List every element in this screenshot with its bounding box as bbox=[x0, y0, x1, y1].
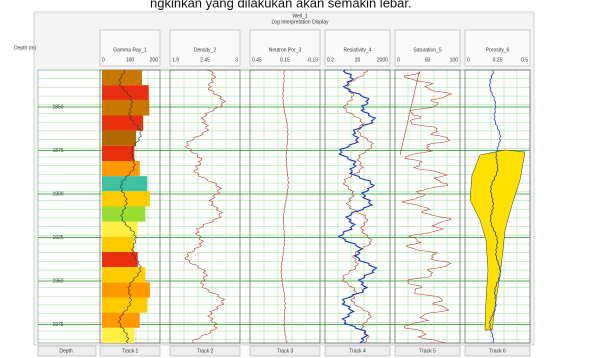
lithology bbox=[102, 327, 135, 343]
lithology bbox=[102, 100, 150, 116]
footer-cell bbox=[249, 345, 321, 357]
track-scale: 20 bbox=[355, 57, 361, 63]
curve bbox=[399, 71, 453, 344]
track-scale: 0.2 bbox=[327, 57, 334, 63]
track-footer: Track 2 bbox=[197, 348, 214, 354]
track-scale: -0.15 bbox=[307, 57, 319, 63]
depth-mark: 1875 bbox=[52, 148, 63, 154]
track-scale: 50 bbox=[425, 57, 431, 63]
track-footer: Track 3 bbox=[277, 348, 294, 354]
lithology bbox=[102, 221, 138, 237]
header-title: Well_1 bbox=[292, 13, 307, 19]
footer-cell bbox=[464, 345, 531, 357]
track-name: Porosity_6 bbox=[486, 47, 510, 53]
lithology bbox=[102, 115, 144, 131]
track-border bbox=[394, 69, 461, 344]
curve bbox=[184, 69, 227, 344]
track-border bbox=[169, 69, 241, 344]
depth-mark: 1850 bbox=[52, 104, 63, 110]
depth-mark: 1975 bbox=[52, 322, 63, 328]
footer-cell bbox=[394, 345, 461, 357]
lithology bbox=[102, 206, 146, 222]
curve bbox=[337, 69, 378, 344]
curve bbox=[117, 69, 143, 344]
track-scale: 0 bbox=[467, 57, 470, 63]
track-scale: 1.9 bbox=[172, 57, 179, 63]
track-scale: 0.5 bbox=[521, 57, 528, 63]
track-scale: 2000 bbox=[377, 57, 388, 63]
lithology bbox=[102, 191, 150, 207]
header-subtitle: Log Interpretation Display bbox=[272, 19, 329, 25]
lithology bbox=[102, 85, 149, 101]
track-scale: 0 bbox=[102, 57, 105, 63]
track-header bbox=[394, 29, 461, 67]
track-scale: 3 bbox=[235, 57, 238, 63]
track-footer: Track 5 bbox=[419, 348, 436, 354]
lithology bbox=[102, 145, 135, 161]
track-scale: 200 bbox=[150, 57, 159, 63]
depth-mark: 1925 bbox=[52, 235, 63, 241]
lithology bbox=[102, 282, 150, 298]
footer-cell bbox=[37, 345, 97, 357]
caption: ngkinkan yang dilakukan akan semakin leb… bbox=[150, 0, 412, 10]
track-border bbox=[464, 69, 531, 344]
track-scale: 0.25 bbox=[493, 57, 503, 63]
track-name: Gamma Ray_1 bbox=[113, 47, 147, 53]
track-header bbox=[169, 29, 241, 67]
track-scale: 100 bbox=[126, 57, 135, 63]
track-name: Density_2 bbox=[194, 47, 216, 53]
lithology bbox=[102, 236, 135, 252]
lithology bbox=[102, 297, 148, 313]
track-scale: 2.45 bbox=[200, 57, 210, 63]
curve bbox=[488, 69, 502, 344]
track-header bbox=[464, 29, 531, 67]
lithology bbox=[102, 130, 136, 146]
track-scale: 0.15 bbox=[280, 57, 290, 63]
track-footer: Track 1 bbox=[122, 348, 139, 354]
track-footer: Track 6 bbox=[489, 348, 506, 354]
depth-mark: 1900 bbox=[52, 191, 63, 197]
track-footer: Track 4 bbox=[349, 348, 366, 354]
track-border bbox=[324, 69, 391, 344]
lithology bbox=[102, 267, 146, 283]
curve bbox=[342, 69, 374, 344]
footer-cell bbox=[169, 345, 241, 357]
track-name: Neutron Por_3 bbox=[269, 47, 302, 53]
track-header bbox=[324, 29, 391, 67]
track-name: Resistivity_4 bbox=[343, 47, 371, 53]
lithology bbox=[102, 312, 140, 328]
depth-label: Depth (m) bbox=[14, 45, 37, 51]
track-scale: 100 bbox=[450, 57, 459, 63]
curve bbox=[280, 69, 289, 344]
track-header bbox=[99, 29, 161, 67]
porosity-fill bbox=[469, 149, 526, 331]
track-header bbox=[249, 29, 321, 67]
lithology bbox=[102, 252, 138, 268]
track-name: Saturation_5 bbox=[413, 47, 442, 53]
track-scale: 0 bbox=[397, 57, 400, 63]
footer-depth: Depth bbox=[59, 348, 73, 354]
footer-cell bbox=[99, 345, 161, 357]
footer-cell bbox=[324, 345, 391, 357]
lithology bbox=[102, 176, 148, 192]
track-border bbox=[249, 69, 321, 344]
depth-mark: 1950 bbox=[52, 278, 63, 284]
track-scale: 0.45 bbox=[252, 57, 262, 63]
